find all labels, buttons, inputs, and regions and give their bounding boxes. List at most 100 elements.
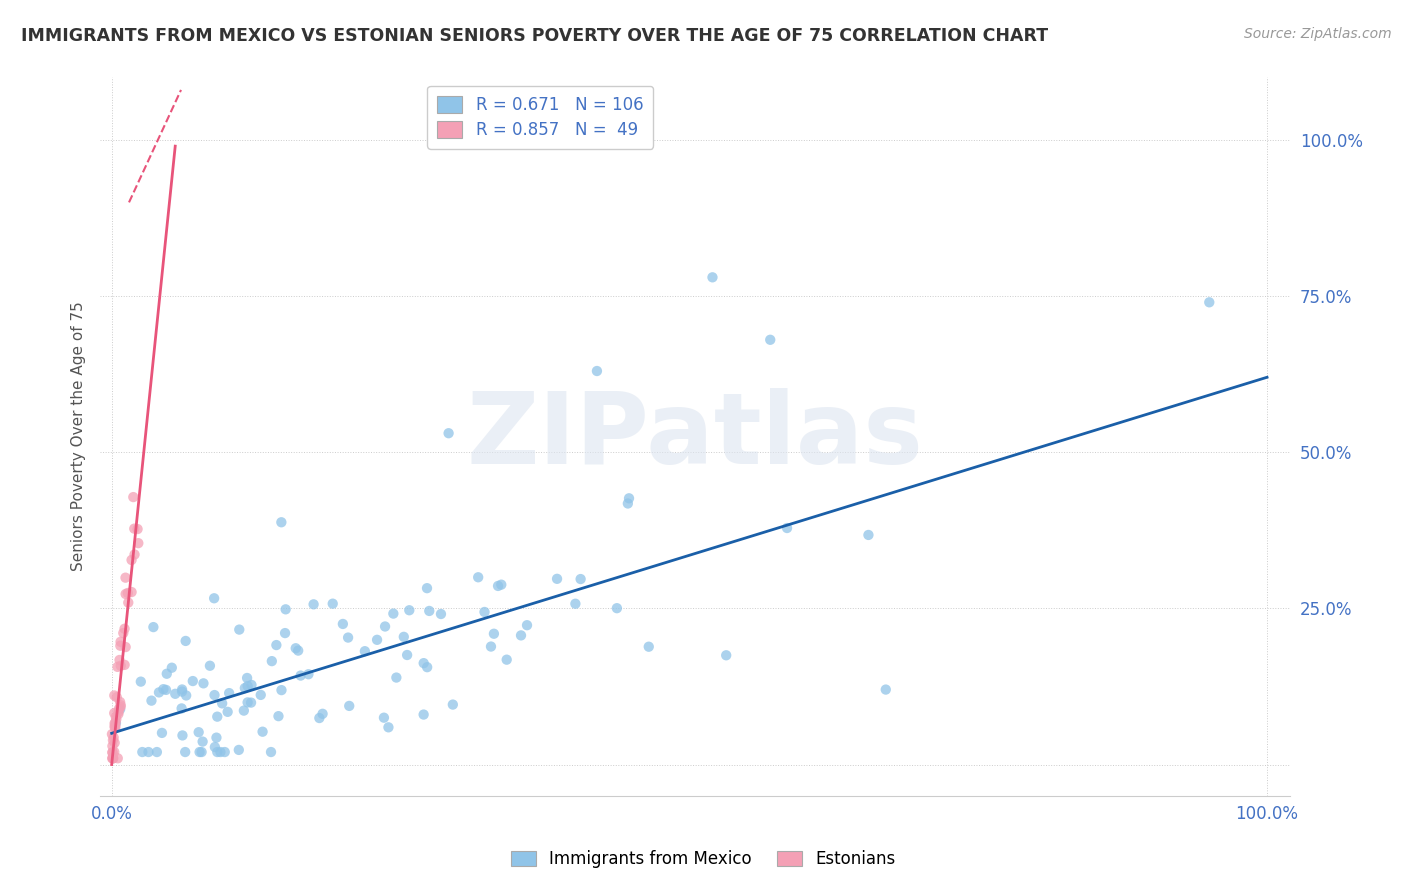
Point [284,641,307,656]
Point [441,698,464,712]
Point [103,751,125,765]
Point [104,716,127,731]
Point [107,707,129,722]
Point [392,630,415,644]
Point [104,721,127,735]
Point [586,364,609,378]
Point [204,688,226,702]
Point [302,597,325,611]
Point [108,702,131,716]
Point [716,648,738,663]
Point [108,695,131,709]
Point [108,702,131,716]
Point [479,640,502,654]
Point [287,643,309,657]
Point [202,591,225,606]
Point [240,696,263,710]
Point [127,522,149,536]
Point [297,667,319,681]
Point [214,745,236,759]
Point [198,658,221,673]
Point [105,690,128,705]
Point [233,681,256,695]
Text: ZIPatlas: ZIPatlas [467,388,924,485]
Point [374,619,396,633]
Point [101,727,124,741]
Point [174,689,197,703]
Point [114,640,136,654]
Point [617,491,640,506]
Point [702,270,724,285]
Point [165,687,187,701]
Point [170,682,193,697]
Point [412,707,434,722]
Point [467,570,489,584]
Point [174,634,197,648]
Point [104,710,127,724]
Point [385,671,408,685]
Point [430,607,453,621]
Point [228,743,250,757]
Point [121,553,143,567]
Point [101,746,124,760]
Point [569,572,592,586]
Point [110,698,132,713]
Point [377,720,399,734]
Point [190,745,212,759]
Point [114,571,136,585]
Point [270,515,292,529]
Point [228,623,250,637]
Point [236,695,259,709]
Point [114,657,136,672]
Point [858,528,880,542]
Point [172,728,194,742]
Point [129,674,152,689]
Point [311,706,333,721]
Point [290,668,312,682]
Point [398,603,420,617]
Point [418,604,440,618]
Point [260,654,283,668]
Point [110,639,132,653]
Point [337,698,360,713]
Point [104,715,127,730]
Point [274,602,297,616]
Point [188,745,211,759]
Point [606,601,628,615]
Point [101,733,124,747]
Point [160,661,183,675]
Point [207,745,229,759]
Point [236,679,259,693]
Legend: R = 0.671   N = 106, R = 0.857   N =  49: R = 0.671 N = 106, R = 0.857 N = 49 [427,86,654,149]
Point [260,745,283,759]
Point [373,711,395,725]
Point [486,579,509,593]
Point [150,726,173,740]
Point [416,581,439,595]
Point [516,618,538,632]
Point [270,683,292,698]
Point [124,548,146,562]
Point [181,674,204,689]
Point [131,745,153,759]
Point [127,536,149,550]
Point [437,426,460,441]
Point [101,745,124,759]
Point [142,620,165,634]
Point [146,745,169,759]
Point [274,626,297,640]
Point [103,745,125,759]
Point [205,731,228,745]
Point [236,671,259,685]
Point [1198,295,1220,310]
Point [412,656,434,670]
Point [249,688,271,702]
Legend: Immigrants from Mexico, Estonians: Immigrants from Mexico, Estonians [505,844,901,875]
Point [217,705,239,719]
Point [482,626,505,640]
Point [107,660,129,674]
Point [617,496,640,510]
Point [108,653,131,667]
Point [211,697,233,711]
Point [174,745,197,759]
